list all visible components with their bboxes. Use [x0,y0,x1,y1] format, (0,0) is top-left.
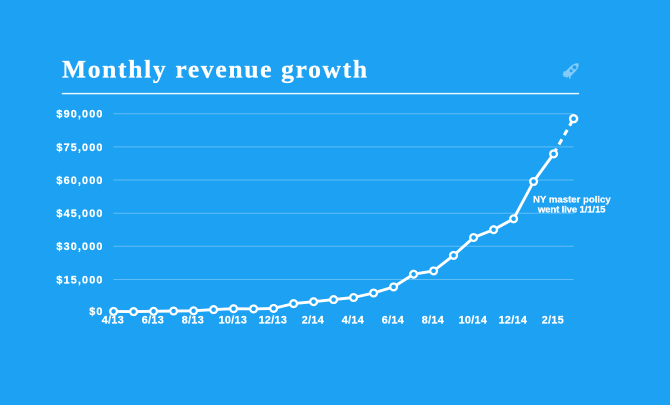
svg-text:10/14: 10/14 [459,315,488,327]
svg-text:$15,000: $15,000 [56,274,103,286]
svg-text:2/15: 2/15 [542,315,564,327]
svg-text:6/14: 6/14 [382,315,404,327]
svg-text:Monthly revenue growth: Monthly revenue growth [62,54,367,83]
svg-text:4/14: 4/14 [342,315,364,327]
svg-text:$0: $0 [89,306,103,318]
svg-text:12/14: 12/14 [499,315,528,327]
svg-text:6/13: 6/13 [142,315,164,327]
svg-text:went live 1/1/15: went live 1/1/15 [537,205,606,216]
svg-text:10/13: 10/13 [219,315,248,327]
svg-text:8/14: 8/14 [422,315,444,327]
svg-text:$60,000: $60,000 [56,175,103,187]
svg-text:$45,000: $45,000 [56,208,103,220]
svg-text:$30,000: $30,000 [56,241,103,253]
svg-text:12/13: 12/13 [259,315,288,327]
svg-text:4/13: 4/13 [102,315,124,327]
svg-text:8/13: 8/13 [182,315,204,327]
svg-text:2/14: 2/14 [302,315,324,327]
svg-text:$90,000: $90,000 [56,109,103,121]
svg-text:$75,000: $75,000 [56,142,103,154]
svg-text:NY master policy: NY master policy [533,195,611,206]
